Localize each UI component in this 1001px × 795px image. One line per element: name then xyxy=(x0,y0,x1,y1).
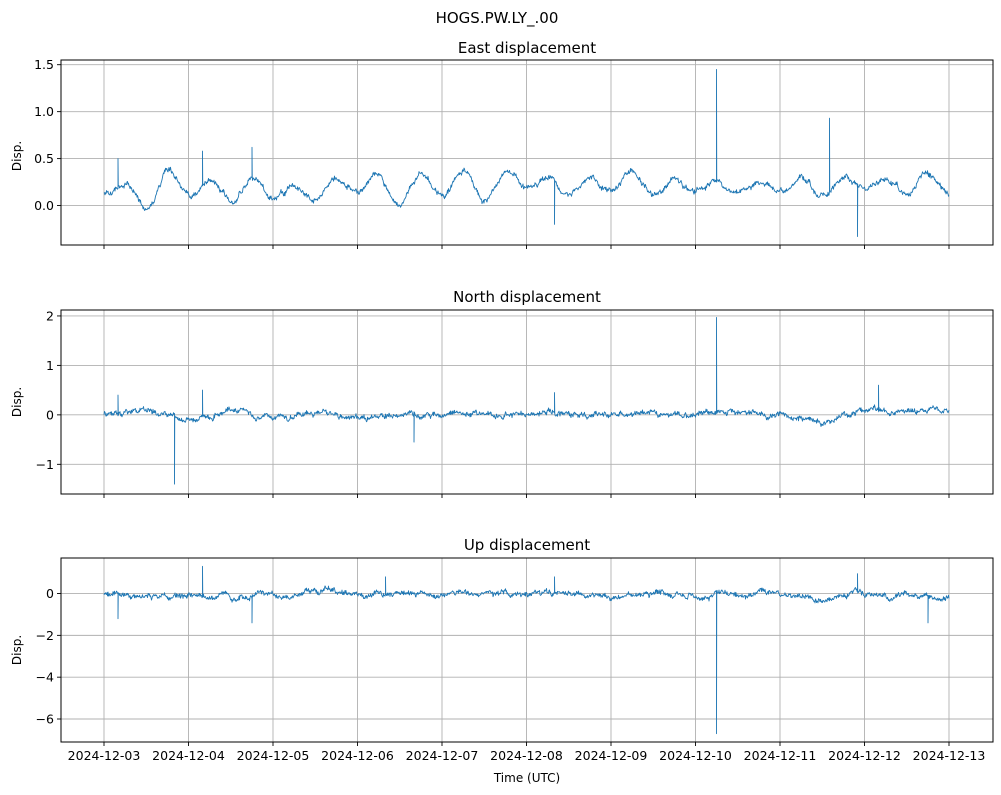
y-tick-label: −1 xyxy=(36,457,54,472)
y-tick-label: 0.5 xyxy=(34,151,54,166)
x-tick-label: 2024-12-05 xyxy=(237,748,310,763)
x-tick-label: 2024-12-07 xyxy=(406,748,479,763)
x-tick-label: 2024-12-09 xyxy=(575,748,648,763)
east-ylabel: Disp. xyxy=(10,141,24,171)
x-tick-label: 2024-12-03 xyxy=(68,748,141,763)
y-tick-label: 0 xyxy=(46,407,54,422)
east-panel: East displacement Disp. 0.0 0.5 1.0 1.5 xyxy=(10,39,994,249)
up-panel: Up displacement Disp. 2024-12-03 2024-12-… xyxy=(10,536,994,763)
y-tick-label: 1.0 xyxy=(34,104,54,119)
series-line xyxy=(103,565,950,735)
y-tick-label: 1 xyxy=(46,358,54,373)
north-ylabel: Disp. xyxy=(10,387,24,417)
north-panel-title: North displacement xyxy=(453,288,601,306)
north-panel: North displacement Disp. −1 0 1 2 xyxy=(10,288,994,498)
figure-title: HOGS.PW.LY_.00 xyxy=(436,9,559,28)
y-tick-label: 0.0 xyxy=(34,198,54,213)
north-plot-frame xyxy=(60,309,994,495)
y-tick-label: 2 xyxy=(46,308,54,323)
east-plot-frame xyxy=(60,59,994,246)
x-tick-label: 2024-12-12 xyxy=(828,748,901,763)
up-plot-frame xyxy=(60,557,994,743)
up-ylabel: Disp. xyxy=(10,635,24,665)
y-tick-label: −4 xyxy=(36,670,54,685)
y-tick-label: −6 xyxy=(36,712,54,727)
x-tick-label: 2024-12-13 xyxy=(913,748,986,763)
series-line xyxy=(103,316,950,485)
y-tick-label: 1.5 xyxy=(34,57,54,72)
x-tick-label: 2024-12-11 xyxy=(744,748,817,763)
x-axis-label: Time (UTC) xyxy=(493,771,560,785)
x-tick-label: 2024-12-08 xyxy=(490,748,563,763)
x-tick-label: 2024-12-06 xyxy=(321,748,394,763)
y-tick-label: −2 xyxy=(36,628,54,643)
series-line xyxy=(103,68,950,237)
y-tick-label: 0 xyxy=(46,586,54,601)
x-tick-label: 2024-12-04 xyxy=(152,748,225,763)
up-panel-title: Up displacement xyxy=(464,536,590,554)
east-panel-title: East displacement xyxy=(458,39,596,57)
x-tick-label: 2024-12-10 xyxy=(659,748,732,763)
